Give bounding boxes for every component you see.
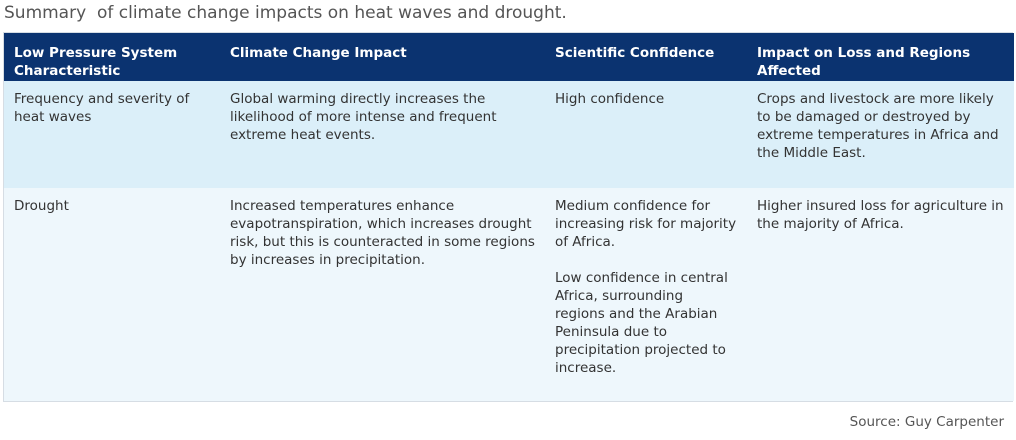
column-header-characteristic: Low Pressure System Characteristic — [4, 33, 220, 81]
column-header-loss: Impact on Loss and Regions Affected — [747, 33, 1014, 81]
table-row: Frequency and severity of heat waves Glo… — [4, 81, 1014, 188]
cell-loss: Crops and livestock are more likely to b… — [747, 81, 1014, 188]
confidence-paragraph: Medium confidence for increasing risk fo… — [555, 198, 737, 250]
confidence-paragraph: High confidence — [555, 91, 665, 107]
cell-impact: Increased temperatures enhance evapotran… — [220, 188, 545, 401]
cell-loss: Higher insured loss for agriculture in t… — [747, 188, 1014, 401]
column-header-confidence: Scientific Confidence — [545, 33, 747, 81]
column-header-impact: Climate Change Impact — [220, 33, 545, 81]
confidence-paragraph: Low confidence in central Africa, surrou… — [555, 270, 728, 376]
impacts-table: Low Pressure System Characteristic Clima… — [3, 32, 1014, 402]
source-note: Source: Guy Carpenter — [849, 414, 1004, 430]
table-caption: Summary of climate change impacts on hea… — [4, 3, 567, 23]
cell-characteristic: Frequency and severity of heat waves — [4, 81, 220, 188]
table-header-row: Low Pressure System Characteristic Clima… — [4, 33, 1014, 81]
cell-impact: Global warming directly increases the li… — [220, 81, 545, 188]
cell-characteristic: Drought — [4, 188, 220, 401]
table-row: Drought Increased temperatures enhance e… — [4, 188, 1014, 401]
cell-confidence: Medium confidence for increasing risk fo… — [545, 188, 747, 401]
cell-confidence: High confidence — [545, 81, 747, 188]
